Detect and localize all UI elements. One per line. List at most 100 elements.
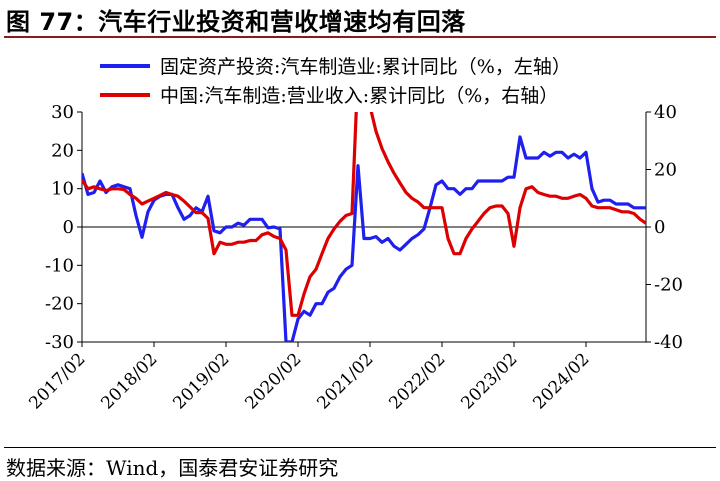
legend-label-investment: 固定资产投资:汽车制造业:累计同比（%，左轴） bbox=[160, 56, 571, 78]
right-tick-label: 40 bbox=[654, 102, 677, 123]
data-point bbox=[147, 211, 149, 213]
data-point bbox=[519, 207, 521, 209]
data-point bbox=[345, 214, 347, 217]
data-point bbox=[603, 199, 605, 201]
data-point bbox=[525, 157, 527, 159]
series-line-0 bbox=[82, 135, 646, 342]
data-point bbox=[82, 172, 83, 174]
data-point bbox=[333, 287, 335, 289]
left-tick-label: -10 bbox=[45, 255, 74, 276]
data-point bbox=[465, 237, 467, 240]
data-point bbox=[333, 228, 335, 230]
data-point bbox=[381, 241, 383, 243]
data-point bbox=[279, 228, 281, 230]
data-point bbox=[123, 189, 125, 191]
data-point bbox=[267, 227, 269, 229]
data-point bbox=[147, 200, 149, 202]
data-point bbox=[255, 218, 257, 220]
data-point bbox=[165, 191, 167, 194]
data-point bbox=[111, 186, 113, 188]
data-point bbox=[549, 195, 551, 197]
data-point bbox=[453, 188, 455, 190]
data-point bbox=[495, 205, 497, 207]
data-point bbox=[609, 207, 611, 209]
data-point bbox=[507, 176, 509, 178]
data-point bbox=[87, 188, 89, 190]
data-point bbox=[321, 303, 323, 305]
x-tick-label: 2022/02 bbox=[385, 349, 449, 413]
data-point bbox=[225, 243, 227, 245]
data-point bbox=[351, 212, 353, 215]
data-point bbox=[177, 195, 179, 197]
data-point bbox=[489, 180, 491, 182]
data-point bbox=[375, 236, 377, 238]
data-point bbox=[555, 151, 557, 153]
data-point bbox=[387, 237, 389, 240]
data-point bbox=[543, 193, 545, 196]
data-point bbox=[135, 197, 137, 199]
data-point bbox=[261, 234, 263, 236]
data-point bbox=[507, 212, 509, 215]
data-point bbox=[273, 226, 275, 228]
right-tick-label: -40 bbox=[654, 332, 683, 353]
source-rule bbox=[4, 447, 716, 448]
data-point bbox=[297, 314, 299, 316]
data-point bbox=[627, 211, 629, 213]
data-point bbox=[327, 291, 329, 293]
data-point bbox=[351, 264, 353, 266]
series-points-0 bbox=[82, 136, 646, 342]
x-tick-label: 2023/02 bbox=[457, 349, 521, 413]
x-tick-label: 2019/02 bbox=[169, 349, 233, 413]
data-point bbox=[321, 253, 323, 255]
data-point bbox=[639, 218, 641, 220]
data-point bbox=[597, 201, 599, 203]
data-point bbox=[531, 157, 533, 159]
data-point bbox=[195, 212, 197, 214]
data-point bbox=[237, 222, 239, 224]
data-point bbox=[249, 218, 251, 220]
data-point bbox=[417, 201, 419, 203]
data-point bbox=[177, 207, 179, 209]
left-tick-label: 10 bbox=[51, 179, 74, 200]
data-point bbox=[645, 207, 646, 209]
data-point bbox=[303, 310, 305, 312]
data-point bbox=[129, 193, 131, 196]
data-point bbox=[285, 341, 287, 342]
data-point bbox=[291, 341, 293, 342]
data-point bbox=[477, 180, 479, 182]
data-point bbox=[99, 188, 101, 190]
data-point bbox=[237, 241, 239, 243]
data-point bbox=[243, 224, 245, 226]
data-point bbox=[393, 172, 395, 174]
data-point bbox=[627, 203, 629, 205]
data-point bbox=[183, 200, 185, 202]
data-point bbox=[339, 220, 341, 222]
data-point bbox=[423, 228, 425, 230]
data-point bbox=[213, 230, 215, 232]
x-tick-label: 2021/02 bbox=[313, 349, 377, 413]
data-point bbox=[399, 249, 401, 251]
data-point bbox=[621, 211, 623, 213]
data-point bbox=[555, 195, 557, 197]
data-point bbox=[399, 182, 401, 184]
data-point bbox=[117, 184, 119, 186]
left-tick-label: 20 bbox=[51, 140, 74, 161]
left-tick-label: -30 bbox=[45, 332, 74, 353]
data-point bbox=[135, 214, 137, 217]
data-point bbox=[549, 155, 551, 157]
data-point bbox=[99, 180, 101, 182]
data-point bbox=[129, 188, 131, 190]
data-point bbox=[405, 191, 407, 194]
data-point bbox=[573, 153, 575, 155]
data-point bbox=[417, 234, 419, 236]
data-point bbox=[531, 186, 533, 188]
data-point bbox=[543, 151, 545, 153]
data-point bbox=[459, 193, 461, 195]
data-point bbox=[183, 218, 185, 220]
data-point bbox=[189, 214, 191, 217]
data-point bbox=[267, 232, 269, 234]
data-point bbox=[219, 232, 221, 234]
data-point bbox=[327, 237, 329, 240]
data-point bbox=[537, 157, 539, 159]
data-point bbox=[579, 193, 581, 196]
